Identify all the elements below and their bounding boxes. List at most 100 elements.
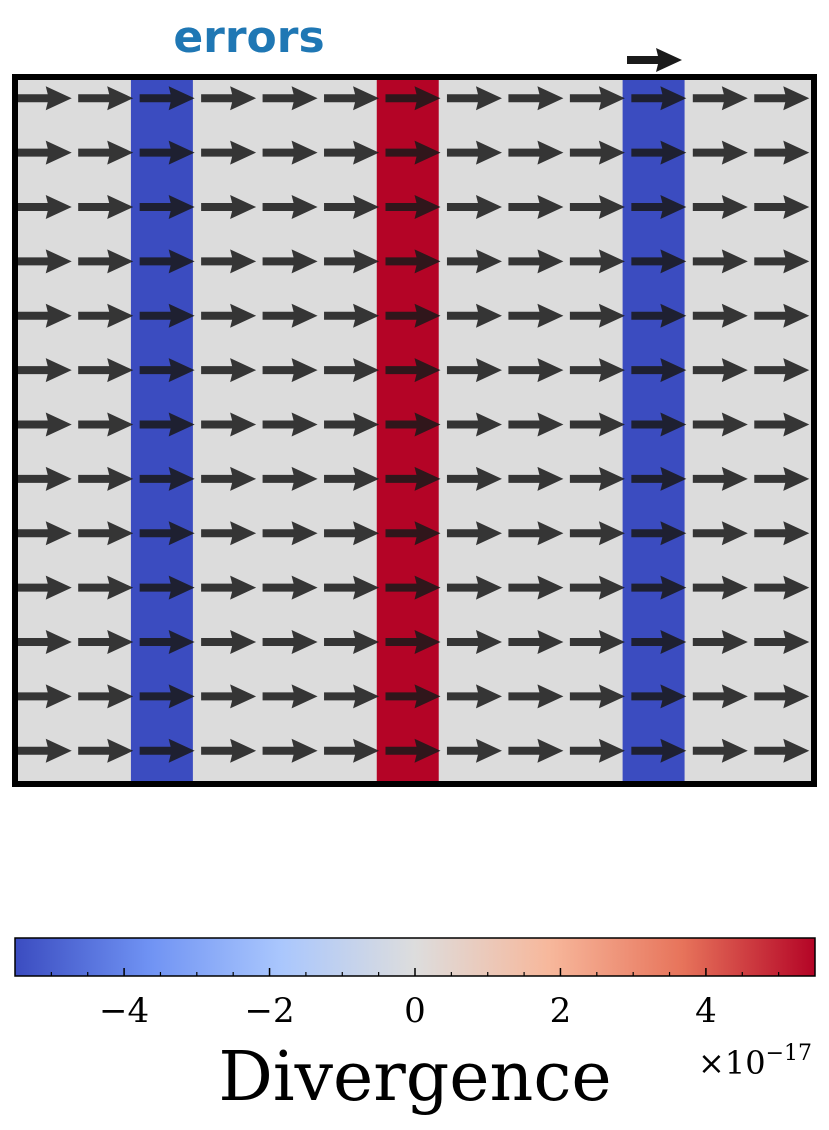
vector-arrow-r9-c12 [692, 521, 748, 546]
vector-arrow-r12-c1 [16, 684, 72, 709]
vector-arrow-r2-c5 [262, 140, 318, 165]
plot-frame [12, 74, 817, 787]
vector-arrow-r2-c8 [446, 140, 502, 165]
vector-arrow-r12-c11 [631, 684, 687, 709]
vector-arrow-r3-c12 [692, 194, 748, 219]
vector-arrow-r8-c3 [139, 466, 195, 491]
vector-arrow-r7-c1 [16, 412, 72, 437]
vector-arrow-r3-c2 [78, 194, 134, 219]
vector-arrow-r5-c11 [631, 303, 687, 328]
vector-arrow-r10-c7 [385, 575, 441, 600]
vector-arrow-r11-c11 [631, 630, 687, 655]
colorbar-tick-label-3: 0 [404, 991, 426, 1031]
vector-arrow-r3-c7 [385, 194, 441, 219]
vector-arrow-r4-c10 [569, 249, 625, 274]
vector-arrow-r9-c9 [508, 521, 564, 546]
divergence-column-2 [376, 77, 439, 784]
vector-arrow-r9-c1 [16, 521, 72, 546]
vector-arrow-r5-c13 [754, 303, 810, 328]
divergence-columns [130, 77, 685, 784]
vector-arrow-r2-c4 [201, 140, 257, 165]
vector-arrow-r12-c5 [262, 684, 318, 709]
vector-arrow-r9-c13 [754, 521, 810, 546]
vector-arrow-r7-c9 [508, 412, 564, 437]
vector-arrow-r9-c11 [631, 521, 687, 546]
vector-arrow-r2-c12 [692, 140, 748, 165]
colorbar: −4 −2 0 2 4 ×10−17 Divergence [14, 937, 816, 1117]
vector-arrow-r2-c3 [139, 140, 195, 165]
vector-arrow-r13-c2 [78, 738, 134, 763]
vector-arrow-r1-c10 [569, 86, 625, 111]
vector-arrow-r8-c13 [754, 466, 810, 491]
vector-arrow-r7-c7 [385, 412, 441, 437]
vector-arrow-r9-c7 [385, 521, 441, 546]
vector-arrow-r3-c13 [754, 194, 810, 219]
vector-arrow-r5-c8 [446, 303, 502, 328]
vector-arrow-r9-c6 [324, 521, 380, 546]
vector-arrow-r12-c9 [508, 684, 564, 709]
vector-arrow-r13-c6 [324, 738, 380, 763]
vector-arrow-r8-c5 [262, 466, 318, 491]
vector-arrow-r2-c7 [385, 140, 441, 165]
vector-arrow-r11-c13 [754, 630, 810, 655]
vector-arrow-r5-c1 [16, 303, 72, 328]
vector-arrow-r8-c7 [385, 466, 441, 491]
quiver-key-arrow [627, 48, 682, 72]
vector-arrow-r7-c11 [631, 412, 687, 437]
vector-arrow-r4-c1 [16, 249, 72, 274]
vector-arrow-r2-c1 [16, 140, 72, 165]
vector-arrow-r8-c8 [446, 466, 502, 491]
vector-arrow-r10-c3 [139, 575, 195, 600]
vector-arrow-r1-c1 [16, 86, 72, 111]
vector-arrow-r13-c5 [262, 738, 318, 763]
vector-arrow-r12-c12 [692, 684, 748, 709]
vector-arrow-r5-c4 [201, 303, 257, 328]
vector-arrow-r4-c9 [508, 249, 564, 274]
vector-arrow-r6-c7 [385, 358, 441, 383]
vector-arrow-r6-c8 [446, 358, 502, 383]
vector-arrow-r3-c11 [631, 194, 687, 219]
vector-arrow-r5-c12 [692, 303, 748, 328]
vector-arrow-r13-c9 [508, 738, 564, 763]
vector-arrow-r10-c6 [324, 575, 380, 600]
vector-arrow-r11-c6 [324, 630, 380, 655]
vector-arrow-r11-c4 [201, 630, 257, 655]
vector-arrow-r12-c8 [446, 684, 502, 709]
vector-arrow-r12-c13 [754, 684, 810, 709]
colorbar-tick-label-1: −4 [99, 991, 149, 1031]
vector-arrow-r6-c13 [754, 358, 810, 383]
colorbar-scale-label: ×10−17 [698, 1041, 812, 1082]
vector-arrow-r1-c4 [201, 86, 257, 111]
vector-arrow-r7-c3 [139, 412, 195, 437]
colorbar-tick-label-2: −2 [244, 991, 294, 1031]
colorbar-scale-exponent: −17 [766, 1041, 812, 1066]
vector-arrow-r11-c8 [446, 630, 502, 655]
divergence-column-1 [130, 77, 193, 784]
vector-arrow-r4-c8 [446, 249, 502, 274]
vector-arrow-r9-c5 [262, 521, 318, 546]
vector-arrow-r9-c2 [78, 521, 134, 546]
vector-arrow-r7-c13 [754, 412, 810, 437]
vector-arrow-r8-c12 [692, 466, 748, 491]
vector-arrow-r13-c12 [692, 738, 748, 763]
vector-arrow-r10-c11 [631, 575, 687, 600]
vector-arrow-r2-c11 [631, 140, 687, 165]
vector-arrow-r9-c3 [139, 521, 195, 546]
vector-arrow-r1-c2 [78, 86, 134, 111]
vector-arrow-r12-c3 [139, 684, 195, 709]
vector-arrow-r3-c8 [446, 194, 502, 219]
vector-arrow-r11-c1 [16, 630, 72, 655]
vector-arrow-r5-c10 [569, 303, 625, 328]
vector-arrow-r7-c6 [324, 412, 380, 437]
vector-arrow-r11-c5 [262, 630, 318, 655]
vector-arrow-r3-c10 [569, 194, 625, 219]
vector-arrow-r5-c9 [508, 303, 564, 328]
vector-arrow-r3-c1 [16, 194, 72, 219]
vector-arrow-r8-c6 [324, 466, 380, 491]
vector-arrow-r10-c8 [446, 575, 502, 600]
vector-arrow-r13-c10 [569, 738, 625, 763]
vector-arrow-r6-c1 [16, 358, 72, 383]
vector-arrow-r4-c11 [631, 249, 687, 274]
plot-area [12, 74, 817, 787]
vector-arrow-r11-c12 [692, 630, 748, 655]
